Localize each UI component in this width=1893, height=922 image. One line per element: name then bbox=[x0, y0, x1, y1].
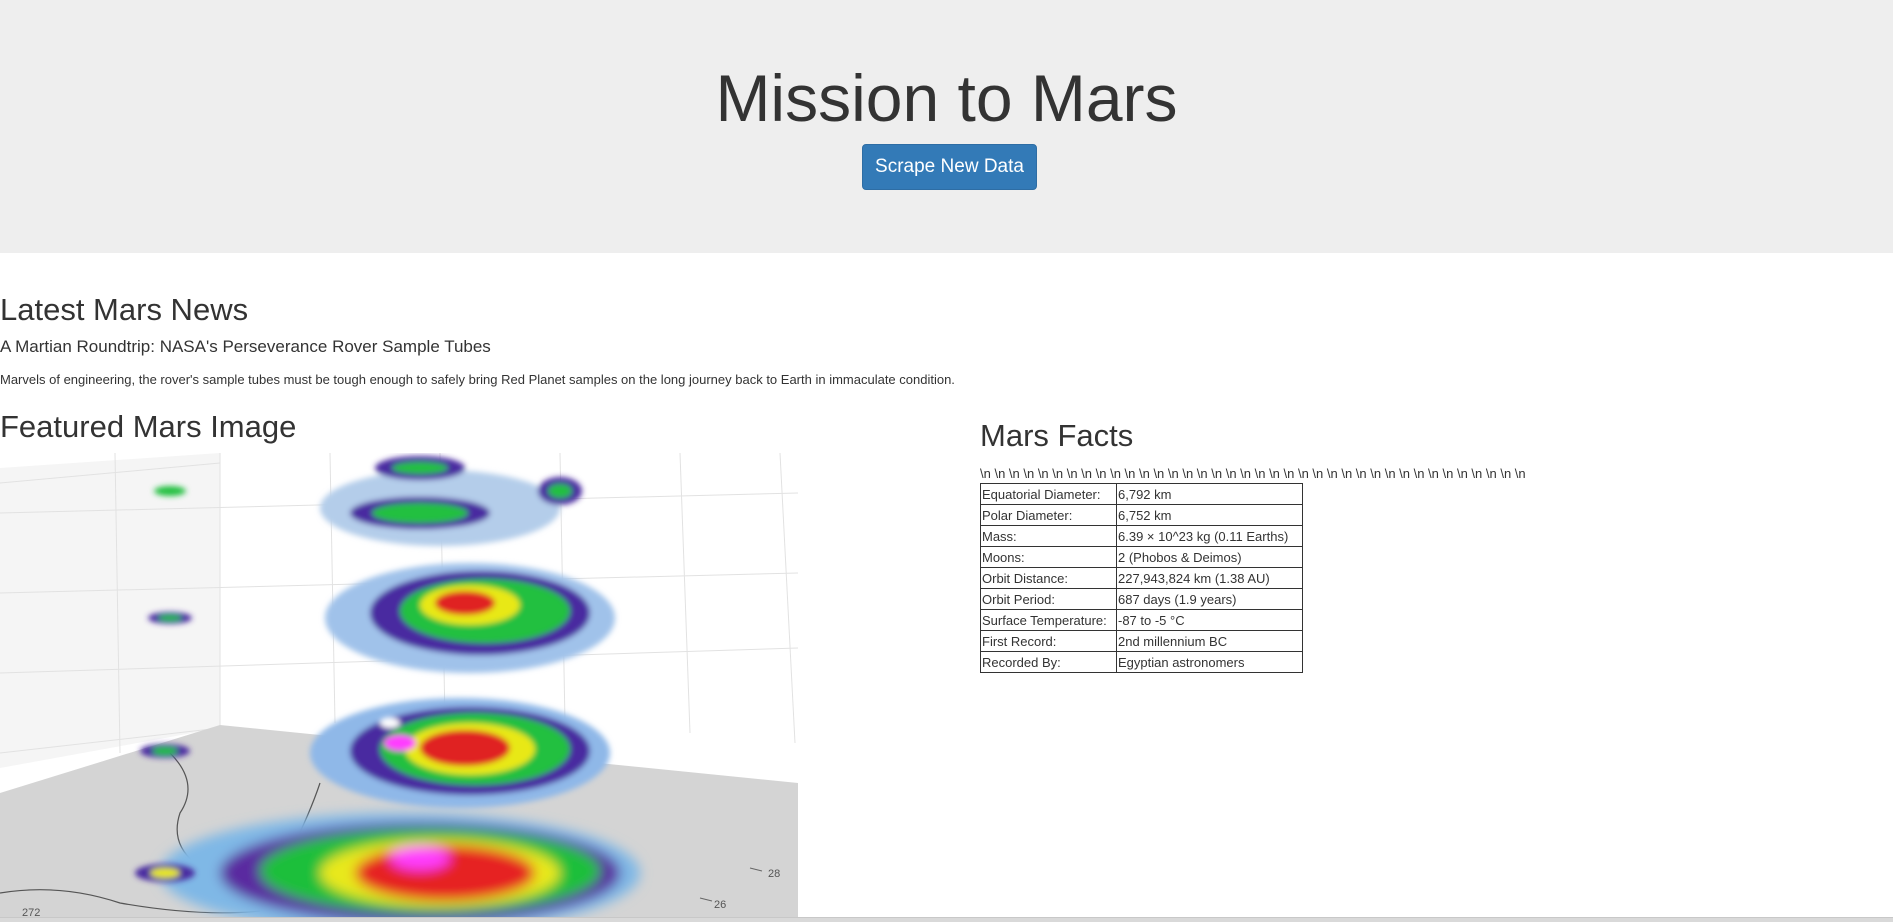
facts-row: Orbit Period: 687 days (1.9 years) bbox=[980, 588, 1303, 610]
fact-label: Orbit Period: bbox=[980, 588, 1117, 610]
featured-mars-image: 28 26 272 bbox=[0, 453, 798, 917]
fact-value: 6,752 km bbox=[1116, 504, 1303, 526]
fact-label: Moons: bbox=[980, 546, 1117, 568]
facts-row: Recorded By: Egyptian astronomers bbox=[980, 651, 1303, 673]
facts-row: Mass: 6.39 × 10^23 kg (0.11 Earths) bbox=[980, 525, 1303, 547]
fact-value: 687 days (1.9 years) bbox=[1116, 588, 1303, 610]
facts-row: Polar Diameter: 6,752 km bbox=[980, 504, 1303, 526]
stray-newline-text: \n \n \n \n \n \n \n \n \n \n \n \n \n \… bbox=[980, 466, 1526, 481]
mars-facts-table: Equatorial Diameter: 6,792 km Polar Diamet… bbox=[980, 483, 1303, 673]
facts-row: Orbit Distance: 227,943,824 km (1.38 AU) bbox=[980, 567, 1303, 589]
fact-label: Recorded By: bbox=[980, 651, 1117, 673]
facts-row: Moons: 2 (Phobos & Deimos) bbox=[980, 546, 1303, 568]
fact-value: 227,943,824 km (1.38 AU) bbox=[1116, 567, 1303, 589]
fact-label: Equatorial Diameter: bbox=[980, 483, 1117, 505]
fact-label: Orbit Distance: bbox=[980, 567, 1117, 589]
fact-label: First Record: bbox=[980, 630, 1117, 652]
fact-value: 2nd millennium BC bbox=[1116, 630, 1303, 652]
news-paragraph: Marvels of engineering, the rover's samp… bbox=[0, 372, 955, 387]
fact-label: Mass: bbox=[980, 525, 1117, 547]
facts-row: Equatorial Diameter: 6,792 km bbox=[980, 483, 1303, 505]
scrape-new-data-button[interactable]: Scrape New Data bbox=[862, 144, 1037, 190]
latest-news-heading: Latest Mars News bbox=[0, 292, 249, 327]
jumbotron-header: Mission to Mars Scrape New Data bbox=[0, 0, 1893, 253]
fact-value: 6.39 × 10^23 kg (0.11 Earths) bbox=[1116, 525, 1303, 547]
fact-value: 2 (Phobos & Deimos) bbox=[1116, 546, 1303, 568]
horizontal-scrollbar[interactable] bbox=[0, 917, 1893, 922]
facts-row: Surface Temperature: -87 to -5 °C bbox=[980, 609, 1303, 631]
page-title: Mission to Mars bbox=[715, 61, 1178, 135]
facts-row: First Record: 2nd millennium BC bbox=[980, 630, 1303, 652]
fact-value: -87 to -5 °C bbox=[1116, 609, 1303, 631]
news-title: A Martian Roundtrip: NASA's Perseverance… bbox=[0, 337, 491, 356]
mars-facts-heading: Mars Facts bbox=[980, 418, 1134, 453]
fact-value: Egyptian astronomers bbox=[1116, 651, 1303, 673]
fact-label: Polar Diameter: bbox=[980, 504, 1117, 526]
featured-image-heading: Featured Mars Image bbox=[0, 409, 297, 444]
fact-label: Surface Temperature: bbox=[980, 609, 1117, 631]
axis-tick-label: 26 bbox=[714, 899, 726, 911]
fact-value: 6,792 km bbox=[1116, 483, 1303, 505]
axis-tick-label: 28 bbox=[768, 868, 780, 880]
axis-tick-label: 272 bbox=[22, 907, 40, 917]
